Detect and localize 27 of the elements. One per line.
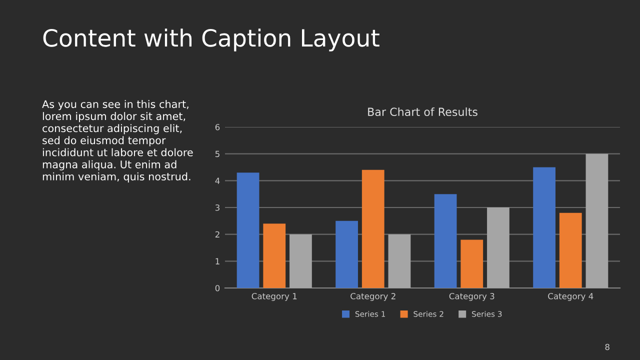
y-tick-label: 4 [215, 178, 220, 184]
bar [362, 170, 384, 288]
chart-title: Bar Chart of Results [368, 107, 478, 116]
bar [460, 240, 484, 288]
bar [434, 194, 457, 288]
x-tick-label: Category 1 [252, 293, 297, 301]
bar [559, 212, 582, 288]
y-tick-label: 6 [215, 124, 220, 130]
y-tick-label: 1 [216, 258, 220, 264]
bar [236, 172, 260, 288]
y-tick-label: 2 [215, 231, 220, 238]
y-tick-label: 0 [215, 284, 220, 292]
x-tick-label: Category 3 [449, 293, 494, 301]
bar [388, 234, 411, 288]
y-tick-label: 5 [215, 150, 220, 158]
bar [586, 154, 608, 288]
bar [263, 224, 286, 288]
bar [336, 220, 358, 288]
bar [290, 234, 312, 288]
y-tick-label: 3 [215, 204, 220, 211]
text: As you can see in this chart, lorem ipsum dolor sit amet, consectetur adipiscing elit, sed do eiusmod tempor incididunt ut labore et dolore magna aliqua. Ut enim ad minim veniam, quis nostrud. [42, 100, 193, 182]
bar [487, 208, 510, 288]
x-tick-label: Category 4 [548, 293, 594, 301]
text: 8 [605, 344, 610, 350]
text: Content with Caption Layout [43, 28, 380, 52]
bar [533, 167, 556, 288]
x-tick-label: Category 2 [350, 293, 396, 301]
